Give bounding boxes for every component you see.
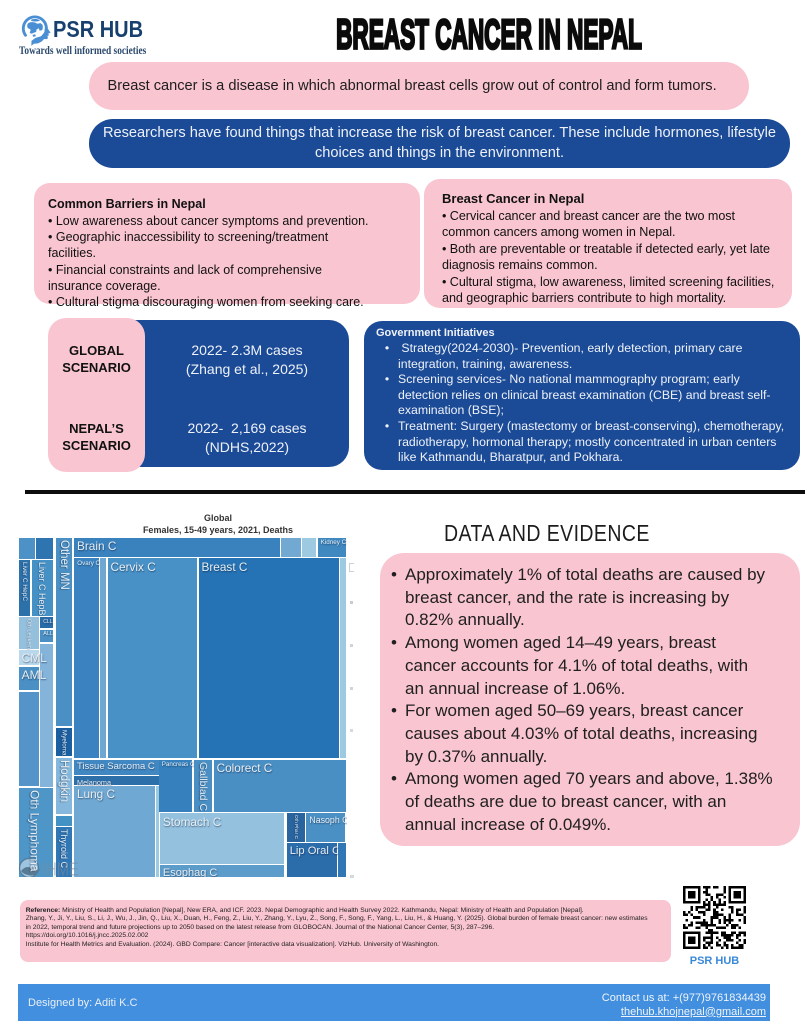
svg-text:BREAST CANCER IN NEPAL: BREAST CANCER IN NEPAL [336,12,642,56]
svg-text:IHME: IHME [42,859,79,878]
